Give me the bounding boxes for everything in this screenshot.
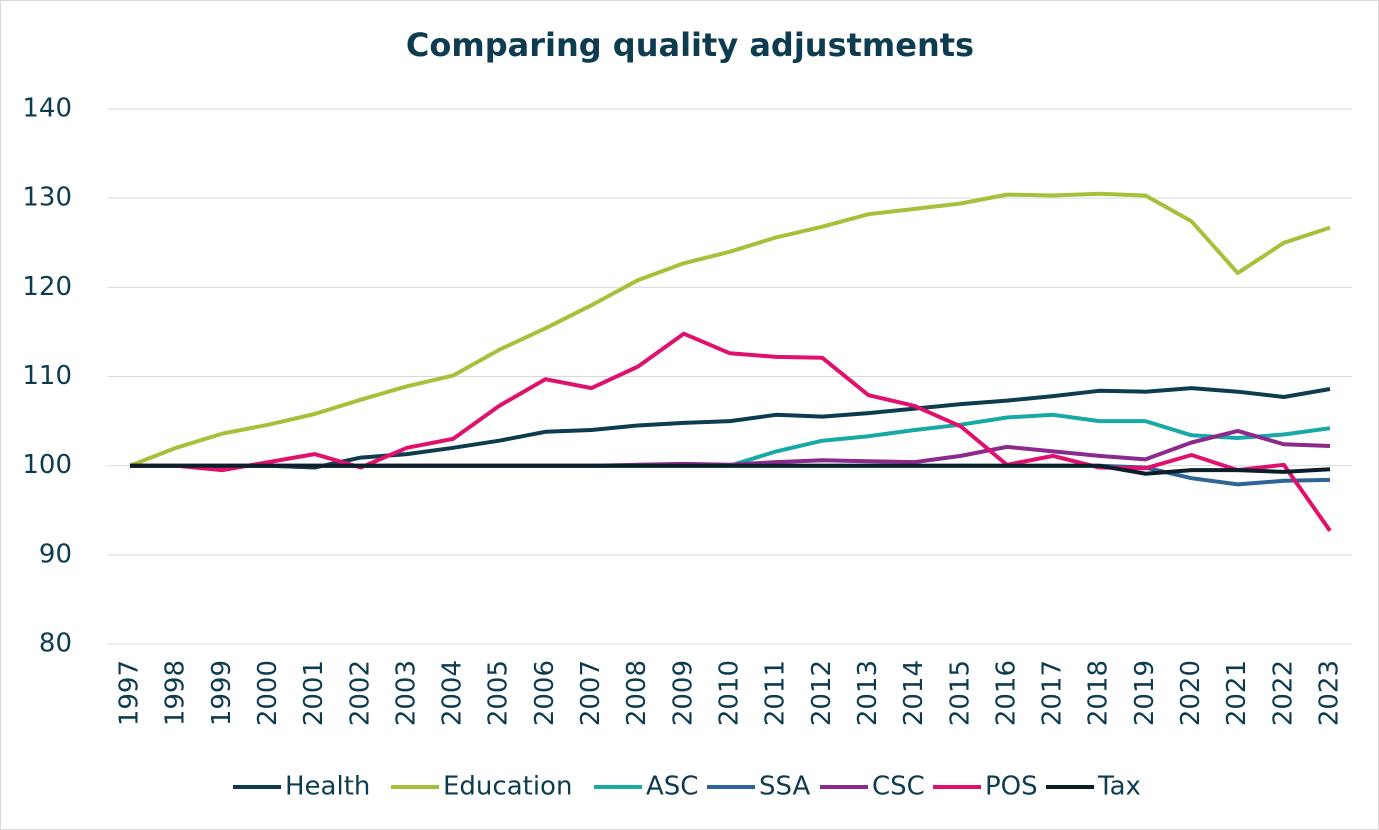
x-tick-label: 2002: [345, 660, 375, 726]
y-tick-label: 130: [22, 183, 72, 213]
series-line: [129, 191, 1331, 468]
legend-label: POS: [985, 772, 1038, 802]
x-tick-label: 2005: [484, 660, 514, 726]
series-line: [130, 331, 1332, 532]
y-tick-label: 110: [22, 361, 72, 391]
y-tick-label: 90: [39, 539, 72, 569]
y-tick-label: 140: [22, 94, 72, 124]
x-tick-label: 2018: [1084, 660, 1114, 726]
x-tick-label: 2011: [761, 660, 791, 726]
x-tick-label: 1998: [161, 660, 191, 726]
y-tick-label: 80: [39, 629, 72, 659]
legend-label: Health: [285, 772, 370, 802]
x-tick-label: 2022: [1268, 660, 1298, 726]
x-tick-label: 2014: [899, 660, 929, 726]
x-tick-label: 1999: [207, 660, 237, 726]
x-tick-label: 2004: [438, 660, 468, 726]
x-tick-label: 2015: [945, 660, 975, 726]
x-tick-label: 2001: [299, 660, 329, 726]
x-tick-label: 2013: [853, 660, 883, 726]
x-tick-label: 2023: [1315, 660, 1345, 726]
series-line: [130, 463, 1331, 476]
legend-label: ASC: [646, 772, 698, 802]
chart-title: Comparing quality adjustments: [406, 26, 974, 64]
x-tick-label: 2017: [1038, 660, 1068, 726]
legend-label: CSC: [872, 772, 925, 802]
x-tick-label: 2019: [1130, 660, 1160, 726]
x-tick-label: 2000: [253, 660, 283, 726]
x-tick-label: 2003: [391, 660, 421, 726]
x-tick-label: 2021: [1222, 660, 1252, 726]
x-tick-label: 2007: [576, 660, 606, 726]
y-tick-label: 120: [22, 272, 72, 302]
x-tick-label: 2008: [622, 660, 652, 726]
x-tick-label: 2016: [991, 660, 1021, 726]
legend-label: Tax: [1097, 772, 1141, 802]
legend-label: Education: [443, 772, 572, 802]
y-tick-label: 100: [22, 450, 72, 480]
x-tick-label: 2009: [668, 660, 698, 726]
x-tick-label: 2012: [807, 660, 837, 726]
x-tick-label: 2006: [530, 660, 560, 726]
x-tick-label: 2020: [1176, 660, 1206, 726]
x-tick-label: 2010: [715, 660, 745, 726]
legend-label: SSA: [759, 772, 810, 802]
x-tick-label: 1997: [115, 660, 145, 726]
